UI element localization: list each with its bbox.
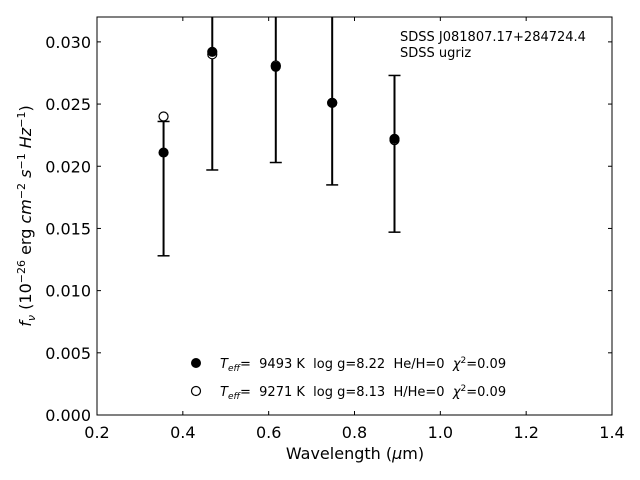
- point-filled: [270, 61, 281, 72]
- legend-marker-open: [190, 385, 202, 397]
- y-axis-label: fν (10−26 erg cm−2 s−1 Hz−1): [15, 105, 38, 326]
- x-tick-label: 1.2: [513, 423, 538, 442]
- legend-marker-filled: [191, 358, 201, 368]
- x-tick-label: 0.4: [170, 423, 195, 442]
- y-tick-label: 0.010: [45, 282, 91, 301]
- legend-label-db: Teff= 9271 K log g=8.13 H/He=0 χ2=0.09: [220, 384, 506, 402]
- axis-ticks: 0.2 0.4 0.6 0.8 1.0 1.2 1.4 0.000 0.005 0.010 0.01…: [45, 17, 625, 442]
- x-tick-label: 0.8: [342, 423, 367, 442]
- y-tick-label: 0.020: [45, 157, 91, 176]
- x-tick-label: 0.6: [256, 423, 281, 442]
- y-tick-label: 0.015: [45, 219, 91, 238]
- y-tick-label: 0.000: [45, 406, 91, 425]
- plot-frame: [96, 16, 613, 416]
- point-filled: [158, 147, 169, 158]
- y-tick-label: 0.025: [45, 95, 91, 114]
- point-open: [158, 111, 169, 122]
- legend-label-da: Teff= 9493 K log g=8.22 He/H=0 χ2=0.09: [220, 356, 506, 374]
- y-tick-label: 0.005: [45, 344, 91, 363]
- x-tick-label: 1.4: [599, 423, 624, 442]
- x-axis-label: Wavelength (μm): [286, 444, 424, 463]
- data-points: [158, 46, 400, 158]
- point-filled: [327, 97, 338, 108]
- point-filled: [389, 133, 400, 144]
- point-filled: [207, 46, 218, 57]
- x-tick-label: 0.2: [84, 423, 109, 442]
- legend: Teff= 9493 K log g=8.22 He/H=0 χ2=0.09 T…: [190, 356, 506, 402]
- annotation-object-name: SDSS J081807.17+284724.4: [400, 30, 586, 45]
- error-bars: [157, 17, 401, 257]
- y-tick-label: 0.030: [45, 33, 91, 52]
- annotation-survey: SDSS ugriz: [400, 46, 471, 61]
- x-tick-label: 1.0: [428, 423, 453, 442]
